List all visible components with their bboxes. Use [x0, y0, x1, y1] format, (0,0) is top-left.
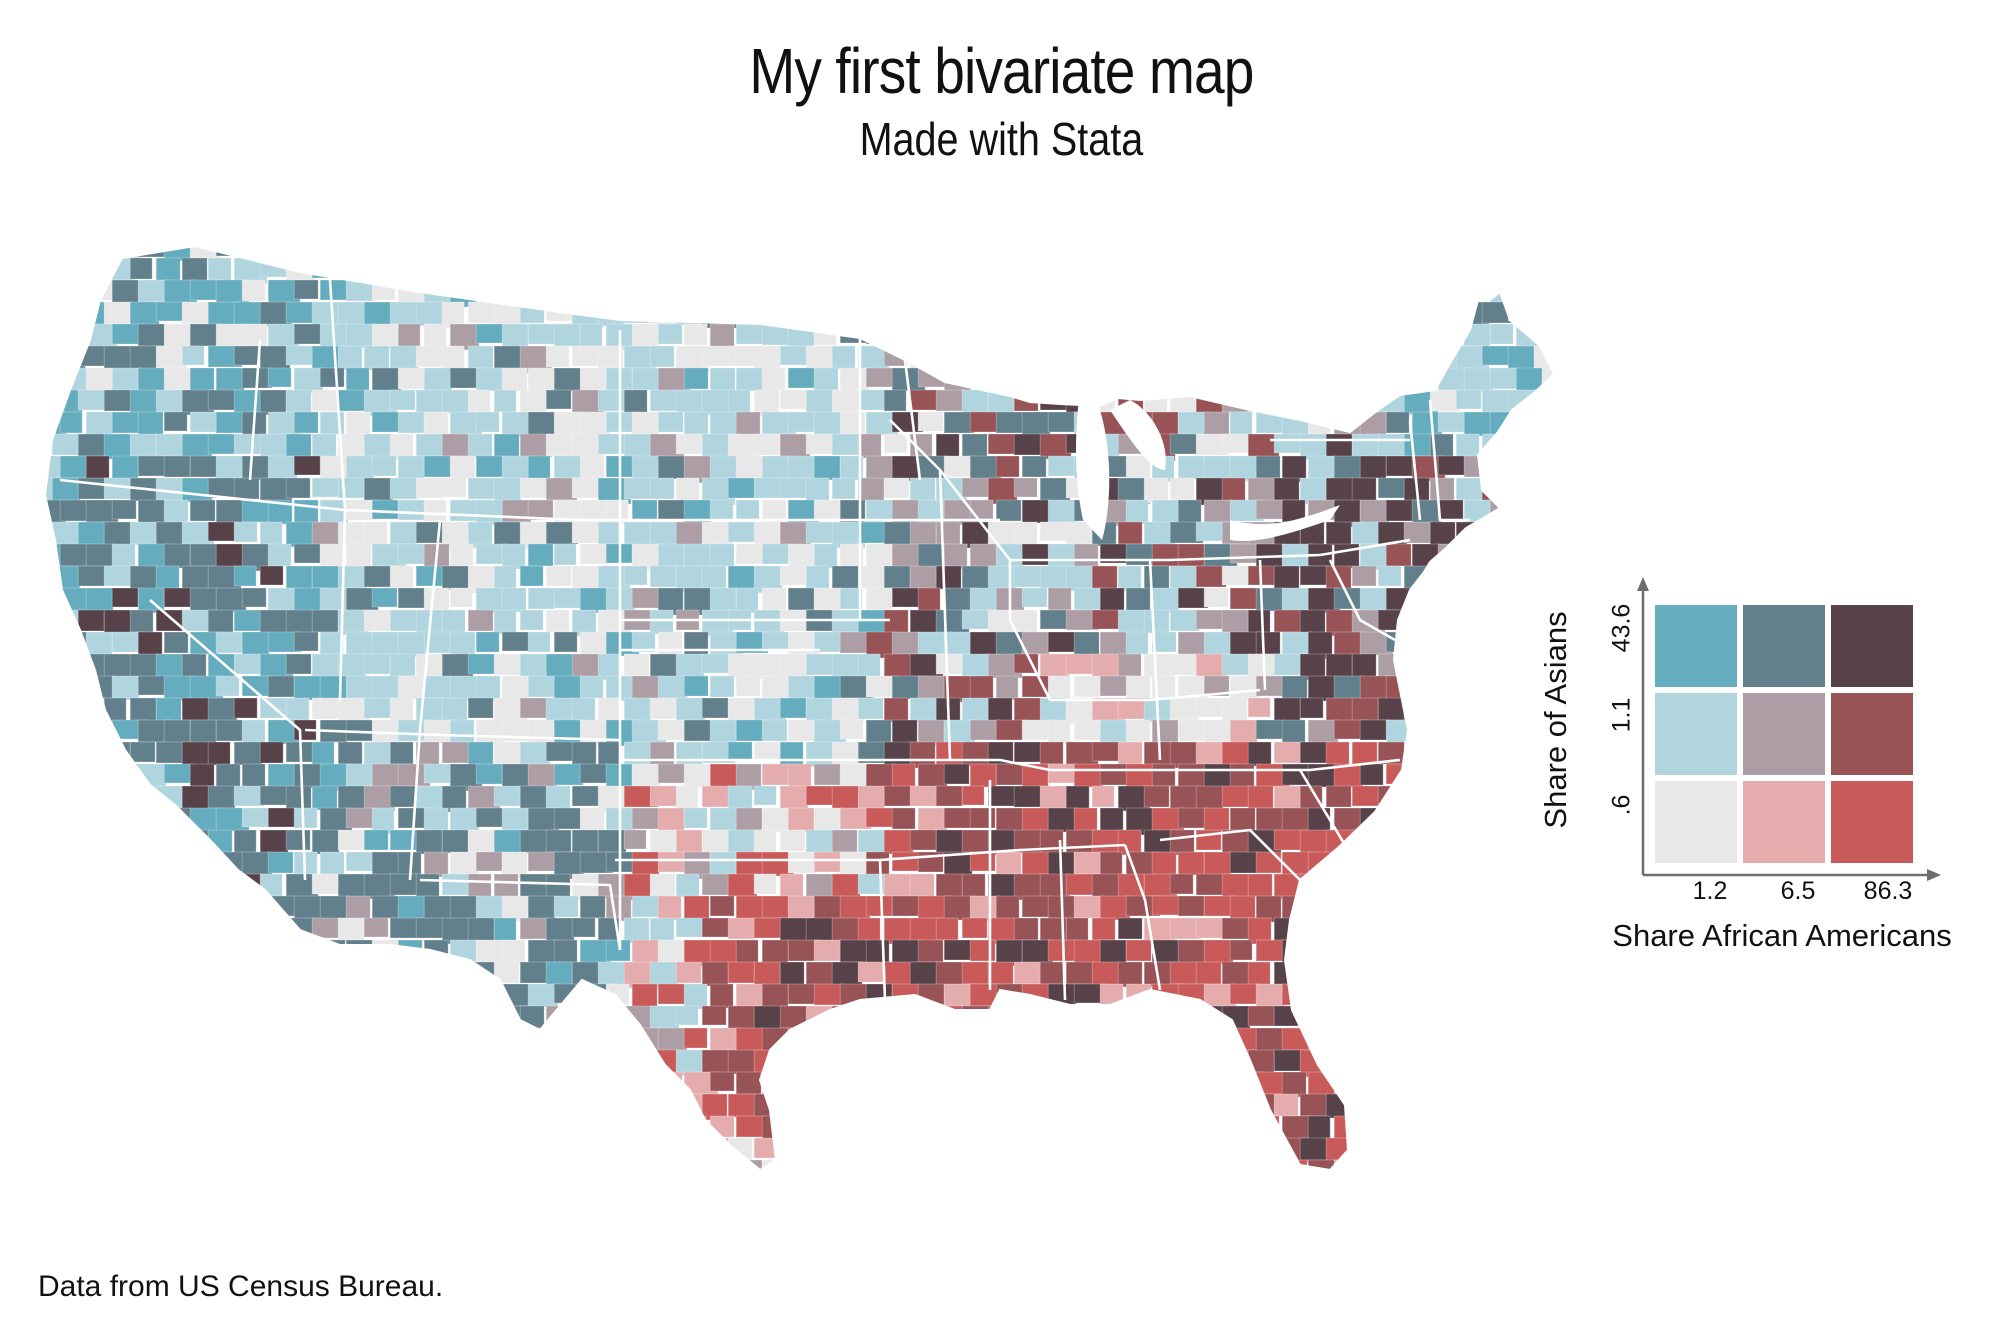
legend-x-tick-mid: 6.5 [1780, 877, 1816, 905]
bivariate-legend [1545, 565, 1995, 960]
legend-cell [1655, 781, 1737, 863]
map-title: My first bivariate map [749, 35, 1254, 107]
lake-michigan [1076, 362, 1110, 540]
legend-color-grid [1655, 605, 1913, 863]
lake-erie [1230, 505, 1340, 541]
legend-y-axis-label: Share of Asians [1538, 611, 1573, 829]
legend-cell [1743, 605, 1825, 687]
map-subtitle: Made with Stata [859, 113, 1144, 165]
source-note: Data from US Census Bureau. [38, 1270, 444, 1303]
lake-huron [1110, 400, 1166, 470]
legend-x-tick-low: 1.2 [1692, 877, 1728, 905]
legend-cell [1743, 781, 1825, 863]
legend-x-arrow-icon [1927, 869, 1941, 881]
legend-x-tick-high: 86.3 [1863, 877, 1913, 905]
legend-cell [1831, 781, 1913, 863]
legend-cell [1743, 693, 1825, 775]
legend-x-axis-label: Share African Americans [1612, 918, 1952, 953]
legend-y-tick-mid: 1.1 [1607, 697, 1636, 733]
legend-cell [1831, 693, 1913, 775]
legend-cell [1655, 605, 1737, 687]
legend-y-tick-low: .6 [1607, 794, 1636, 816]
legend-cell [1655, 693, 1737, 775]
legend-cell [1831, 605, 1913, 687]
county-choropleth [45, 246, 1554, 1170]
legend-y-tick-high: 43.6 [1607, 603, 1636, 653]
legend-y-arrow-icon [1637, 577, 1649, 591]
